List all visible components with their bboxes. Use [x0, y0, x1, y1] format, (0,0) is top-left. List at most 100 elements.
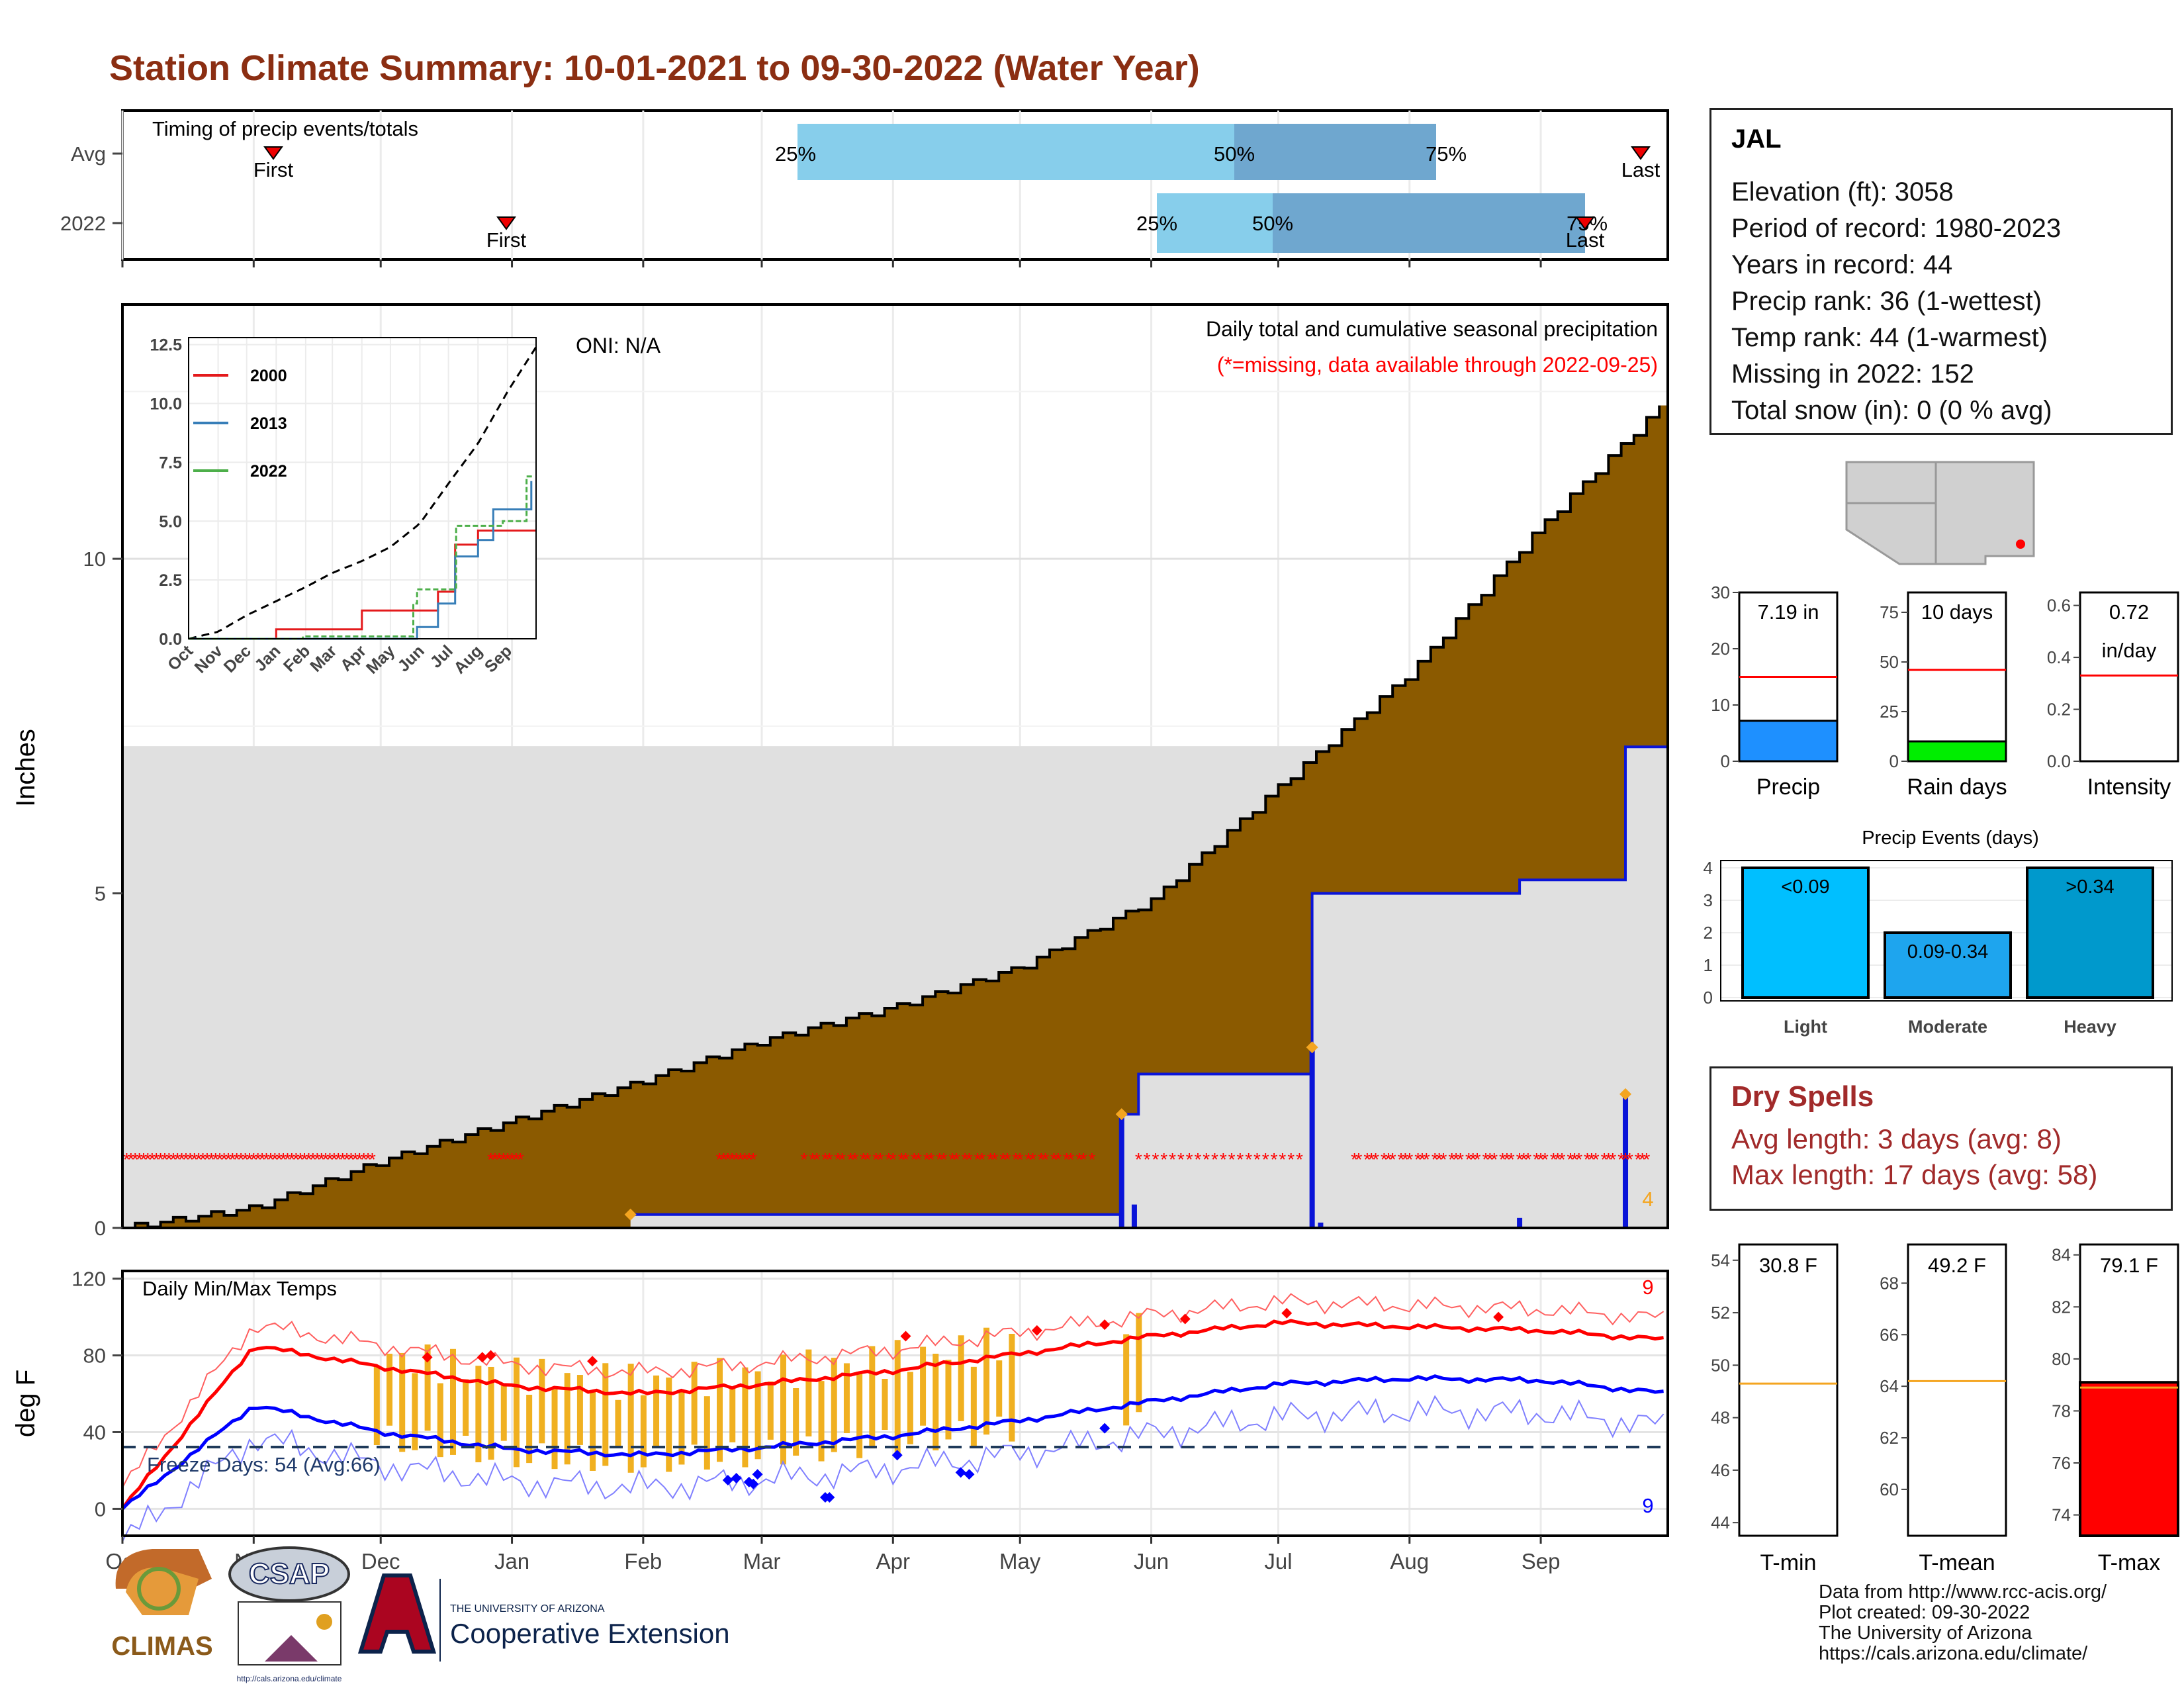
daily-temp-range-bar	[576, 1375, 583, 1445]
month-label: Mar	[743, 1549, 781, 1573]
missing-day-marker: *	[1448, 1149, 1455, 1170]
mini-chart-label: Intensity	[2087, 774, 2171, 800]
missing-day-marker: *	[1435, 1149, 1443, 1170]
precip-tick-label: 0	[95, 1217, 106, 1240]
missing-day-marker: *	[351, 1149, 359, 1170]
ua-big: Cooperative Extension	[450, 1618, 730, 1649]
missing-day-marker: *	[365, 1149, 372, 1170]
temp-tick-label: 120	[71, 1268, 106, 1291]
temp-mini-bar	[2079, 1381, 2179, 1538]
missing-day-marker: *	[123, 1149, 130, 1170]
daily-temp-range-bar	[894, 1340, 901, 1455]
dry-title: Dry Spells	[1731, 1080, 1874, 1113]
missing-day-marker: *	[517, 1149, 524, 1170]
max-record-count: 9	[1642, 1276, 1653, 1299]
daily-temp-range-bar	[958, 1335, 964, 1421]
missing-day-marker: *	[1533, 1149, 1540, 1170]
missing-day-marker: *	[326, 1149, 334, 1170]
missing-day-marker: *	[132, 1149, 139, 1170]
mini-chart-tick-label: 0.0	[2047, 751, 2071, 771]
daily-precip-bar	[1118, 1114, 1124, 1228]
missing-day-marker: *	[1584, 1149, 1591, 1170]
dry-spells-box: Dry Spells Avg length: 3 days (avg: 8) M…	[1709, 1066, 2173, 1211]
daily-temp-range-bar	[539, 1358, 545, 1444]
missing-day-marker: *	[847, 1149, 854, 1170]
daily-temp-range-bar	[653, 1375, 660, 1448]
missing-day-marker: *	[801, 1149, 808, 1170]
missing-day-marker: *	[927, 1149, 934, 1170]
missing-day-marker: *	[1406, 1149, 1413, 1170]
daily-temp-range-bar	[564, 1373, 570, 1465]
missing-day-marker: *	[1211, 1149, 1218, 1170]
missing-day-marker: *	[729, 1149, 736, 1170]
station-info-box: JAL Elevation (ft): 3058 Period of recor…	[1709, 108, 2173, 435]
missing-day-marker: *	[1236, 1149, 1244, 1170]
daily-temp-range-bar	[691, 1362, 698, 1445]
month-label: Dec	[361, 1549, 400, 1573]
missing-day-marker: *	[1643, 1149, 1651, 1170]
temp-mini-tick-label: 44	[1711, 1513, 1730, 1532]
missing-day-marker: *	[1042, 1149, 1049, 1170]
record-high-marker	[587, 1356, 598, 1367]
events-bar-label: >0.34	[2066, 876, 2114, 898]
missing-day-marker: *	[254, 1149, 261, 1170]
temp-mini-tick-label: 66	[1880, 1325, 1899, 1344]
daily-temp-range-bar	[590, 1390, 596, 1471]
inset-avg-line	[188, 346, 537, 640]
daily-temp-range-bar	[449, 1348, 456, 1455]
missing-day-marker: *	[339, 1149, 346, 1170]
daily-temp-range-bar	[424, 1344, 431, 1431]
missing-day-marker: *	[1245, 1149, 1252, 1170]
station-temp-rank: Temp rank: 44 (1-warmest)	[1731, 323, 2048, 352]
missing-day-marker: *	[220, 1149, 228, 1170]
missing-day-marker: *	[136, 1149, 143, 1170]
missing-day-marker: *	[335, 1149, 342, 1170]
missing-day-marker: *	[835, 1149, 842, 1170]
inset-legend-label: 2022	[250, 462, 287, 481]
missing-day-marker: *	[1144, 1149, 1151, 1170]
mini-chart-frame	[1907, 591, 2007, 763]
missing-day-marker: *	[1381, 1149, 1388, 1170]
daily-temp-range-bar	[970, 1366, 977, 1446]
missing-day-marker: *	[953, 1149, 960, 1170]
missing-day-marker: *	[1639, 1149, 1646, 1170]
tmin-mini-chart: 44 46 48 50 52 54 30.8 F T-min	[1711, 1243, 1839, 1575]
temp-mini-tick-label: 68	[1880, 1273, 1899, 1293]
min-record-count: 9	[1642, 1494, 1653, 1517]
tmean-mini-chart: 60 62 64 66 68 49.2 F T-mean	[1880, 1243, 2007, 1575]
csap-logo: CSAP http://cals.arizona.edu/climate	[228, 1546, 350, 1683]
missing-day-marker: *	[987, 1149, 994, 1170]
missing-day-marker: *	[936, 1149, 943, 1170]
daily-temp-range-bar	[373, 1365, 380, 1445]
station-name: JAL	[1731, 124, 1782, 154]
daily-temp-range-bar	[1136, 1313, 1142, 1413]
precip-mini-chart: 0 10 20 30 7.19 in Precip	[1711, 583, 1839, 800]
missing-day-marker: *	[1588, 1149, 1595, 1170]
missing-day-marker: *	[1520, 1149, 1527, 1170]
missing-day-marker: *	[1402, 1149, 1409, 1170]
daily-temp-range-bar	[526, 1395, 533, 1464]
missing-day-marker: *	[750, 1149, 757, 1170]
precip-note: Daily total and cumulative seasonal prec…	[1206, 317, 1658, 341]
missing-day-marker: *	[203, 1149, 210, 1170]
missing-day-marker: *	[1262, 1149, 1269, 1170]
daily-precip-bar	[1517, 1217, 1523, 1228]
missing-day-marker: *	[1635, 1149, 1642, 1170]
timing-panel: Timing of precip events/totals Avg 2022 …	[60, 109, 1669, 267]
credit-line: The University of Arizona	[1819, 1622, 2032, 1644]
daily-temp-range-bar	[780, 1354, 786, 1465]
missing-day-marker: *	[1622, 1149, 1629, 1170]
missing-day-marker: *	[1609, 1149, 1616, 1170]
daily-temp-range-bar	[412, 1373, 418, 1450]
daily-temp-range-bar	[933, 1353, 939, 1451]
daily-temp-range-bar	[793, 1388, 799, 1456]
missing-day-marker: *	[1419, 1149, 1426, 1170]
precip-tick-label: 5	[95, 882, 106, 906]
month-label: Aug	[1390, 1549, 1429, 1573]
precip-events-chart: Precip Events (days) <0.09 0.09-0.34 >0.34…	[1704, 827, 2173, 1037]
missing-day-marker: *	[1503, 1149, 1510, 1170]
inset-legend-label: 2013	[250, 414, 287, 433]
record-max-line	[122, 1293, 1664, 1488]
missing-day-marker: *	[318, 1149, 325, 1170]
